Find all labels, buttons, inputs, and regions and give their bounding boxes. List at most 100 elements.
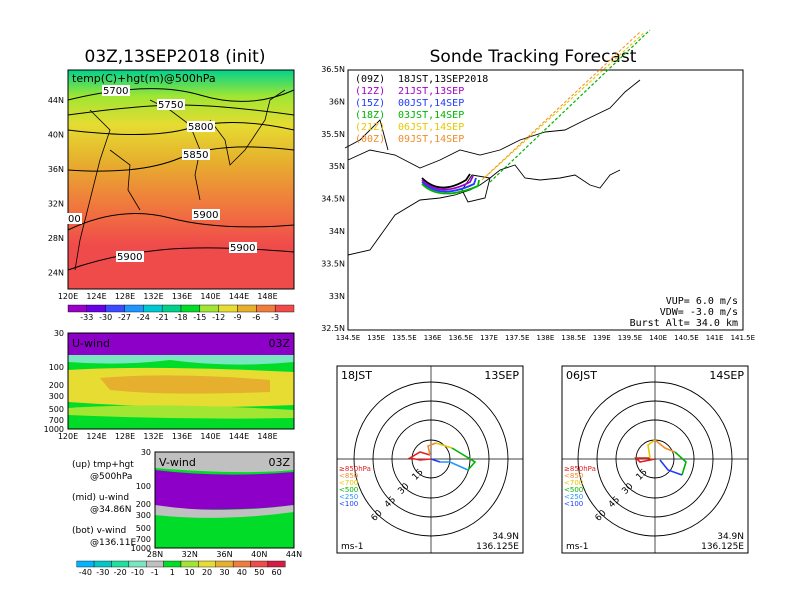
lat-tick-label: 24N — [48, 269, 64, 278]
pressure-tick-label: 200 — [49, 381, 64, 390]
colorbar-swatch — [146, 560, 164, 568]
pressure-tick-label: 500 — [49, 405, 64, 414]
hodo-trace — [440, 461, 469, 471]
lon-tick-label: 148E — [257, 432, 277, 441]
temp-panel-label: temp(C)+hgt(m)@500hPa — [72, 72, 216, 85]
lon-tick-label: 140.5E — [674, 334, 698, 342]
lat-tick-label: 36N — [216, 550, 232, 559]
legend-tag: (12Z) — [355, 86, 385, 97]
uwind-time: 03Z — [268, 337, 290, 350]
contour-label: 00 — [68, 214, 81, 225]
colorbar-tick-label: 50 — [254, 568, 264, 577]
hodo-level-label: <500 — [339, 486, 358, 494]
contour-5850 — [67, 146, 295, 172]
lat-tick-label: 36N — [329, 97, 345, 106]
track-loop — [421, 179, 480, 195]
colorbar-swatch — [163, 560, 182, 568]
hodo-trace — [659, 459, 683, 476]
hodo-ring — [353, 381, 509, 537]
track-lat-ticks: 36.5N 36N 35.5N 35N 34.5N 34N 33.5N 33N 32.5N — [321, 65, 345, 333]
hodo-level-label: <700 — [339, 479, 358, 487]
hodo-ring — [577, 381, 733, 537]
lat-tick-label: 44N — [48, 96, 64, 105]
hodo-ring — [596, 400, 714, 518]
pressure-tick-label: 700 — [136, 535, 151, 544]
colorbar-tick-label: 10 — [185, 568, 195, 577]
contour-label: 5900 — [230, 243, 255, 254]
pressure-tick-label: 100 — [49, 363, 64, 372]
legend-tag: (21Z) — [355, 122, 385, 133]
colorbar-swatch — [93, 560, 112, 568]
legend-text: 09JST,14SEP — [398, 134, 464, 145]
contour-label-bg — [116, 251, 144, 262]
uwind-lon-ticks: 120E 124E 128E 132E 136E 140E 144E 148E — [58, 432, 278, 441]
vwind-gray2 — [155, 505, 294, 518]
hodo-lon: 136.125E — [476, 542, 519, 552]
lon-tick-label: 138.5E — [561, 334, 585, 342]
left-title: 03Z,13SEP2018 (init) — [85, 47, 266, 67]
hodo-trace — [654, 439, 676, 453]
temp-panel-frame — [67, 69, 295, 290]
colorbar-tick-label: 20 — [202, 568, 212, 577]
contour-label-bg — [157, 99, 185, 110]
lat-tick-label: 40N — [48, 131, 64, 140]
note-up: (up) tmp+hgt — [72, 460, 134, 470]
lat-tick-label: 28N — [147, 550, 163, 559]
lat-tick-label: 35.5N — [321, 130, 345, 139]
contour-labels: 5700 5750 5800 5850 5900 5900 5900 00 — [67, 85, 257, 263]
colorbar-swatch — [267, 560, 286, 568]
lat-tick-label: 28N — [48, 234, 64, 243]
lat-tick-label: 32N — [48, 200, 64, 209]
colorbar-swatch — [250, 560, 269, 568]
contour-label: 5700 — [103, 86, 128, 97]
hodo-trace — [430, 458, 441, 463]
lon-tick-label: 135.5E — [392, 334, 416, 342]
hodo-date: 14SEP — [709, 369, 744, 382]
colorbar-tick-label: -33 — [80, 313, 93, 322]
hodo-level-label: <250 — [564, 493, 583, 501]
legend-text: 06JST,14SEP — [398, 122, 464, 133]
colorbar-swatch — [180, 560, 199, 568]
pressure-tick-label: 30 — [141, 448, 151, 457]
lat-tick-label: 32.5N — [321, 324, 345, 333]
uwind-light — [68, 355, 294, 365]
hodo-trace — [435, 442, 453, 449]
hodo-trace — [634, 457, 656, 463]
pressure-tick-label: 100 — [136, 482, 151, 491]
vwind-time: 03Z — [268, 456, 290, 469]
lon-tick-label: 139E — [593, 334, 611, 342]
note-bot2: @136.11E — [90, 538, 136, 548]
hodo-level-label: ≥850hPa — [564, 465, 596, 473]
colorbar-swatch — [128, 560, 147, 568]
temp-height-panel: temp(C)+hgt(m)@500hPa 5700 5750 5800 5850 59… — [48, 69, 295, 322]
wind-colorbar-ticks: -40 -30 -20 -10 -1 1 10 20 30 40 50 60 — [79, 568, 282, 577]
track-lines — [421, 29, 651, 195]
hodo-trace — [407, 451, 432, 461]
pressure-tick-label: 1000 — [44, 425, 64, 434]
hodo-date: 13SEP — [484, 369, 519, 382]
lon-tick-label: 128E — [115, 432, 135, 441]
hodo-level-label: <500 — [564, 486, 583, 494]
contour-label-bg — [192, 209, 220, 220]
colorbar-tick-label: -10 — [131, 568, 144, 577]
colorbar-tick-label: -30 — [99, 313, 112, 322]
hodo-lat: 34.9N — [492, 532, 519, 542]
lon-tick-label: 136E — [172, 432, 192, 441]
colorbar-swatch — [143, 304, 163, 313]
colorbar-swatch — [111, 560, 130, 568]
hodo-lon: 136.125E — [701, 542, 744, 552]
hodo-level-label: ≥850hPa — [339, 465, 371, 473]
hodo-ring — [372, 400, 490, 518]
lon-tick-label: 138E — [537, 334, 555, 342]
note-up2: @500hPa — [90, 472, 132, 482]
track-coastline — [344, 79, 641, 256]
legend-text: 21JST,13SEP — [398, 86, 464, 97]
track-00z — [483, 31, 641, 179]
lon-tick-label: 128E — [115, 292, 135, 301]
colorbar-swatch — [76, 560, 95, 568]
contour-label: 5850 — [183, 150, 208, 161]
